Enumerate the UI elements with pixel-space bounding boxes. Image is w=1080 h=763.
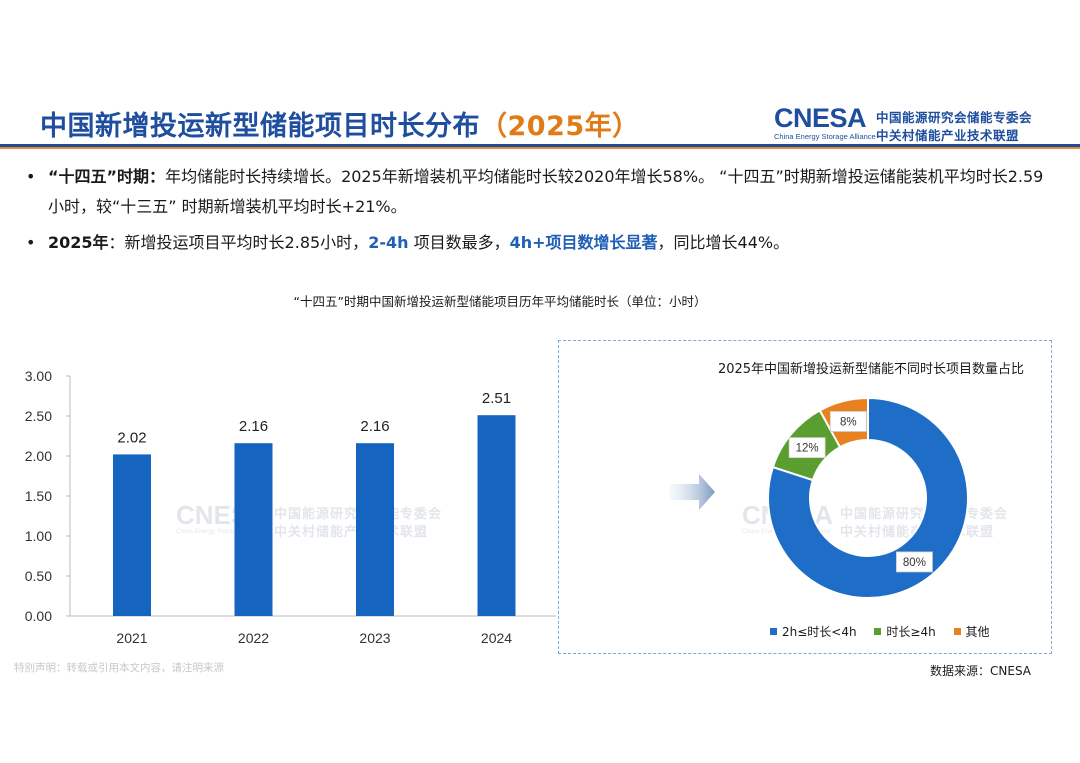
pie-chart-title: 2025年中国新增投运新型储能不同时长项目数量占比 [717, 362, 1025, 377]
x-tick-label: 2021 [116, 630, 147, 646]
legend-swatch [874, 628, 882, 635]
bullet-2025: • 2025年：新增投运项目平均时长2.85小时，2-4h 项目数最多，4h+项目… [24, 228, 1054, 258]
summary-bullets: • “十四五”时期：年均储能时长持续增长。2025年新增装机平均储能时长较2020… [24, 162, 1054, 258]
y-tick-label: 1.00 [25, 528, 52, 544]
legend-swatch [770, 628, 777, 635]
data-source: 数据来源：CNESA [930, 664, 1031, 678]
x-tick-label: 2024 [481, 630, 512, 646]
slice-label-box [829, 411, 867, 432]
legend-label: 时长≥4h [886, 625, 936, 639]
legend-item-4h-plus: 时长≥4h [874, 623, 936, 640]
bullet-text: ：新增投运项目平均时长2.85小时， [108, 233, 369, 252]
bullet-text: ，同比增长44%。 [657, 233, 790, 252]
data-label: 2.16 [239, 418, 268, 435]
legend-item-2-4h: 2h≤时长<4h [770, 623, 857, 640]
slice-label: 80% [903, 557, 926, 569]
legend-label: 其他 [965, 625, 990, 639]
bullet-dot: • [26, 233, 36, 252]
data-label: 2.51 [482, 390, 511, 407]
slice-label-box [896, 551, 933, 573]
header-divider-blue [0, 144, 1080, 147]
bullet-lead: “十四五”时期 [48, 167, 150, 186]
bar-chart: 0.00 0.50 1.00 1.50 2.00 2.50 3.00 2.02 2021 2.16… [25, 368, 556, 646]
bar [356, 443, 394, 616]
bullet-dot: • [26, 167, 36, 186]
legend-label: 2h≤时长<4h [782, 625, 857, 639]
y-tick-label: 0.50 [25, 568, 52, 584]
highlight-4h-plus: 4h+项目数增长显著 [509, 233, 658, 252]
logo-subtitle: China Energy Storage Alliance [774, 132, 876, 141]
legend-item-other: 其他 [953, 623, 990, 640]
slice-label: 8% [840, 416, 857, 428]
bar-chart-title: “十四五”时期中国新增投运新型储能项目历年平均储能时长（单位：小时） [293, 294, 707, 309]
donut-slice [767, 396, 969, 599]
logo-mark: CNESA [774, 103, 867, 133]
y-tick-label: 1.50 [25, 488, 52, 504]
x-tick-label: 2023 [359, 630, 390, 646]
slice-label: 12% [796, 443, 819, 455]
bar [477, 415, 516, 616]
page-title: 中国新增投运新型储能项目时长分布（2025年） [40, 104, 640, 143]
y-tick-label: 2.50 [25, 408, 52, 424]
title-year: （2025年） [480, 111, 640, 142]
bar [113, 454, 151, 616]
y-tick-label: 0.00 [25, 608, 52, 624]
pie-panel [558, 340, 1052, 654]
x-tick-label: 2022 [238, 630, 269, 646]
data-label: 2.02 [117, 429, 146, 446]
pie-legend: 2h≤时长<4h 时长≥4h 其他 [770, 623, 1004, 640]
slice-label-box [788, 437, 826, 459]
title-main: 中国新增投运新型储能项目时长分布 [40, 111, 480, 142]
bullet-14th-plan: • “十四五”时期：年均储能时长持续增长。2025年新增装机平均储能时长较2020… [24, 162, 1054, 222]
header-divider-orange [0, 147, 1080, 149]
disclaimer: 特别声明：转载或引用本文内容，请注明来源 [14, 662, 224, 674]
y-tick-label: 3.00 [25, 368, 52, 384]
legend-swatch [953, 628, 961, 635]
bullet-lead: 2025年 [48, 233, 109, 252]
bar [234, 443, 273, 616]
bullet-colon: ： [149, 167, 166, 186]
logo-org-line2: 中关村储能产业技术联盟 [876, 128, 1020, 143]
cnesa-logo: CNESA China Energy Storage Alliance 中国能源… [774, 104, 1054, 144]
donut-chart: 80% 12% 8% [767, 396, 969, 599]
logo-org-line1: 中国能源研究会储能专委会 [876, 110, 1033, 125]
bullet-text: 项目数最多， [408, 233, 510, 252]
data-label: 2.16 [360, 418, 389, 435]
bullet-text: 年均储能时长持续增长。2025年新增装机平均储能时长较2020年增长58%。 “… [48, 167, 1044, 216]
highlight-2-4h: 2-4h [368, 233, 409, 252]
transition-arrow-icon [669, 474, 715, 510]
y-tick-label: 2.00 [25, 448, 52, 464]
